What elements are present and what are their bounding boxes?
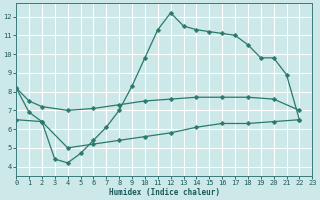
X-axis label: Humidex (Indice chaleur): Humidex (Indice chaleur) [109, 188, 220, 197]
